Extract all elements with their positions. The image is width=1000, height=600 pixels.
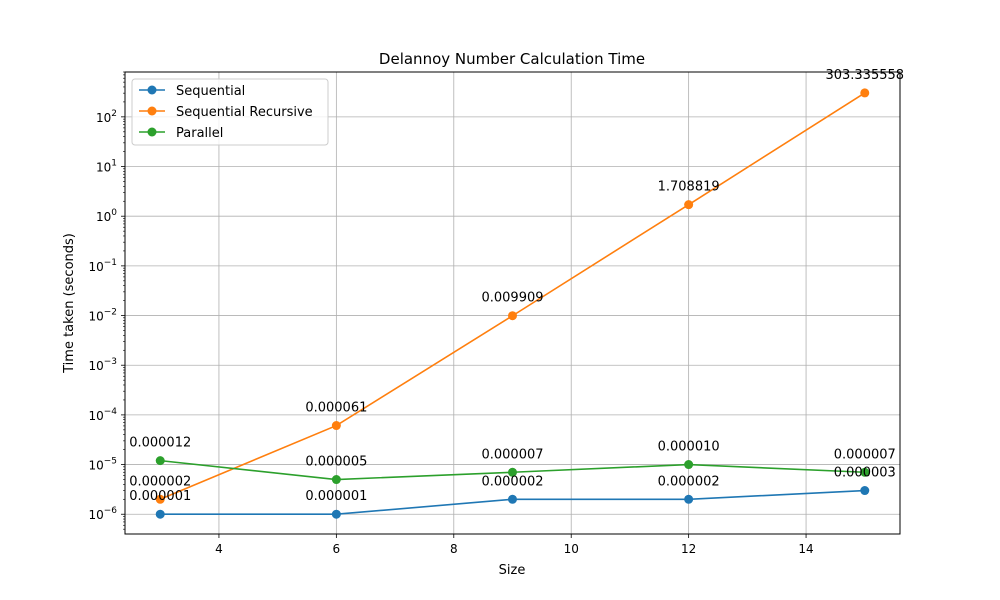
legend-marker-parallel (147, 127, 157, 137)
x-tick-label: 8 (450, 542, 458, 556)
data-point-parallel (684, 460, 694, 470)
y-tick-base: 10 (88, 359, 103, 373)
data-label-parallel: 0.000007 (834, 447, 896, 462)
data-point-sequential (508, 494, 517, 504)
data-point-sequential (155, 509, 165, 519)
data-label-sequential-recursive: 303.335558 (825, 68, 904, 83)
y-tick-exponent: −3 (104, 357, 117, 367)
x-axis-label: Size (499, 563, 526, 578)
data-label-parallel: 0.000007 (481, 447, 543, 462)
data-label-sequential-recursive: 0.009909 (481, 291, 543, 306)
y-axis-label: Time taken (seconds) (62, 233, 77, 374)
y-tick-base: 10 (88, 508, 103, 522)
grid (125, 72, 900, 534)
legend-label-parallel: Parallel (176, 126, 223, 141)
legend-label-sequential: Sequential (176, 84, 245, 99)
data-label-sequential-recursive: 1.708819 (658, 180, 720, 195)
data-label-sequential-recursive: 0.000002 (129, 474, 191, 489)
y-tick-label: 10−4 (88, 407, 117, 423)
legend-marker-sequential (147, 85, 157, 95)
y-tick-base: 10 (96, 161, 111, 175)
y-tick-label: 10−1 (88, 258, 117, 274)
legend-box (131, 78, 329, 146)
y-tick-base: 10 (88, 310, 103, 324)
plot-frame (124, 71, 901, 535)
x-tick-label: 6 (333, 542, 341, 556)
y-tick-exponent: 2 (111, 109, 117, 119)
chart-title: Delannoy Number Calculation Time (379, 50, 645, 68)
y-tick-label: 102 (96, 109, 117, 125)
y-tick-base: 10 (96, 210, 111, 224)
data-point-sequential (331, 509, 341, 519)
y-tick-base: 10 (88, 409, 103, 423)
y-tick-exponent: −5 (104, 457, 117, 467)
data-point-sequential-recursive (684, 200, 694, 210)
y-tick-exponent: 0 (111, 208, 117, 218)
data-point-sequential-recursive (508, 311, 517, 321)
y-tick-exponent: −6 (104, 506, 118, 516)
y-tick-exponent: −1 (104, 258, 117, 268)
y-tick-label: 10−5 (88, 457, 117, 473)
data-point-parallel (860, 467, 870, 477)
legend-marker-sequential-recursive (147, 106, 157, 116)
x-tick-label: 10 (564, 542, 579, 556)
y-tick-label: 100 (96, 208, 117, 224)
data-point-parallel (331, 475, 341, 485)
data-label-parallel: 0.000005 (305, 455, 367, 470)
data-label-sequential: 0.000002 (481, 474, 543, 489)
x-tick-label: 4 (215, 542, 223, 556)
data-label-parallel: 0.000012 (129, 436, 191, 451)
data-point-sequential (684, 494, 694, 504)
data-point-sequential-recursive (155, 494, 165, 504)
y-tick-base: 10 (88, 459, 103, 473)
y-tick-label: 10−3 (88, 357, 117, 373)
data-point-sequential-recursive (860, 88, 870, 98)
legend-label-sequential-recursive: Sequential Recursive (176, 105, 313, 120)
data-label-sequential: 0.000002 (658, 474, 720, 489)
x-tick-label: 12 (681, 542, 696, 556)
data-label-sequential: 0.000001 (305, 489, 367, 504)
x-tick-label: 14 (798, 542, 813, 556)
data-label-parallel: 0.000010 (658, 440, 720, 455)
data-point-parallel (155, 456, 165, 466)
y-tick-label: 10−2 (88, 308, 117, 324)
y-tick-base: 10 (88, 260, 103, 274)
y-tick-label: 101 (96, 159, 117, 175)
legend: Sequential Sequential Recursive Parallel (131, 78, 329, 146)
data-point-sequential (860, 486, 870, 496)
data-label-sequential: 0.000003 (834, 466, 896, 481)
y-tick-exponent: 1 (111, 159, 117, 169)
y-tick-exponent: −4 (104, 407, 118, 417)
data-point-sequential-recursive (331, 421, 341, 431)
data-label-sequential: 0.000001 (129, 489, 191, 504)
y-tick-base: 10 (96, 111, 111, 125)
y-tick-exponent: −2 (104, 308, 117, 318)
data-label-sequential-recursive: 0.000061 (305, 401, 367, 416)
axis-ticks: 4 6 8 10 12 1410−610−510−410−310−210−11001011… (88, 71, 814, 556)
y-tick-label: 10−6 (88, 506, 117, 522)
data-point-parallel (508, 467, 517, 477)
series-layer (155, 88, 870, 519)
